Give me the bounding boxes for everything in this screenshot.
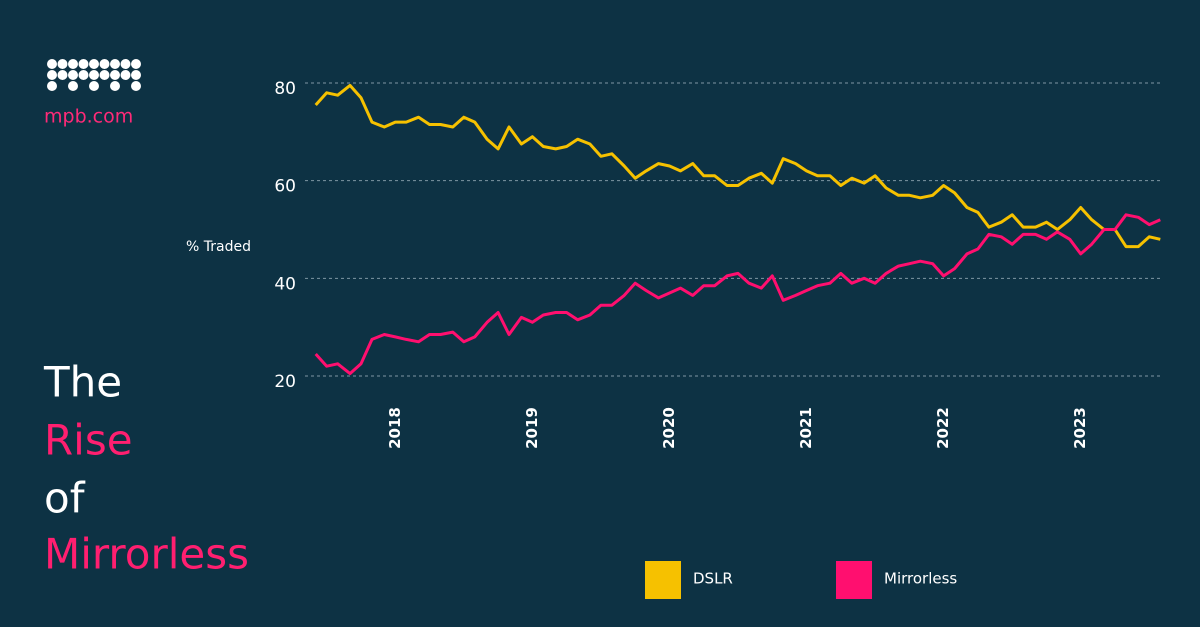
y-tick-label: 60: [274, 177, 296, 197]
y-axis-label: % Traded: [186, 239, 251, 255]
legend-label: Mirrorless: [884, 570, 957, 588]
logo-dot: [99, 59, 110, 69]
logo-dot: [47, 70, 57, 80]
logo-dot: [131, 81, 141, 91]
logo-dot: [131, 70, 141, 80]
x-tick-label: 2020: [660, 407, 678, 449]
logo-dot: [89, 81, 99, 91]
x-tick-label: 2021: [797, 407, 815, 449]
x-tick-label: 2023: [1071, 407, 1089, 449]
legend-swatch: [645, 561, 681, 599]
legend-swatch: [836, 561, 872, 599]
title-line: Rise: [44, 416, 133, 465]
logo-dot: [78, 70, 89, 80]
logo-dot: [57, 59, 68, 69]
logo-dot: [68, 59, 78, 69]
logo-dot: [89, 59, 99, 69]
logo-dot: [47, 59, 57, 69]
logo-dot: [47, 81, 57, 91]
logo-dot: [68, 81, 78, 91]
series-line: [314, 213, 1161, 376]
y-tick-label: 40: [274, 274, 296, 294]
logo-dot: [110, 59, 120, 69]
logo-dot: [120, 59, 131, 69]
title-line: Mirrorless: [44, 530, 249, 579]
logo-dot: [120, 70, 131, 80]
logo-dot: [78, 59, 89, 69]
x-tick-label: 2018: [386, 407, 404, 449]
logo-dot: [99, 70, 110, 80]
title-line: The: [43, 358, 122, 407]
x-tick-label: 2019: [523, 407, 541, 449]
logo-dot: [110, 70, 120, 80]
series-line: [314, 83, 1161, 249]
title-line: of: [44, 474, 86, 523]
legend-label: DSLR: [693, 570, 733, 588]
logo-dot: [131, 59, 141, 69]
y-tick-label: 20: [274, 372, 296, 392]
logo: [47, 59, 141, 91]
x-tick-label: 2022: [934, 407, 952, 449]
y-tick-label: 80: [274, 79, 296, 99]
brand: mpb.com: [44, 106, 133, 128]
logo-dot: [89, 70, 99, 80]
logo-dot: [110, 81, 120, 91]
logo-dot: [57, 70, 68, 80]
logo-dot: [68, 70, 78, 80]
